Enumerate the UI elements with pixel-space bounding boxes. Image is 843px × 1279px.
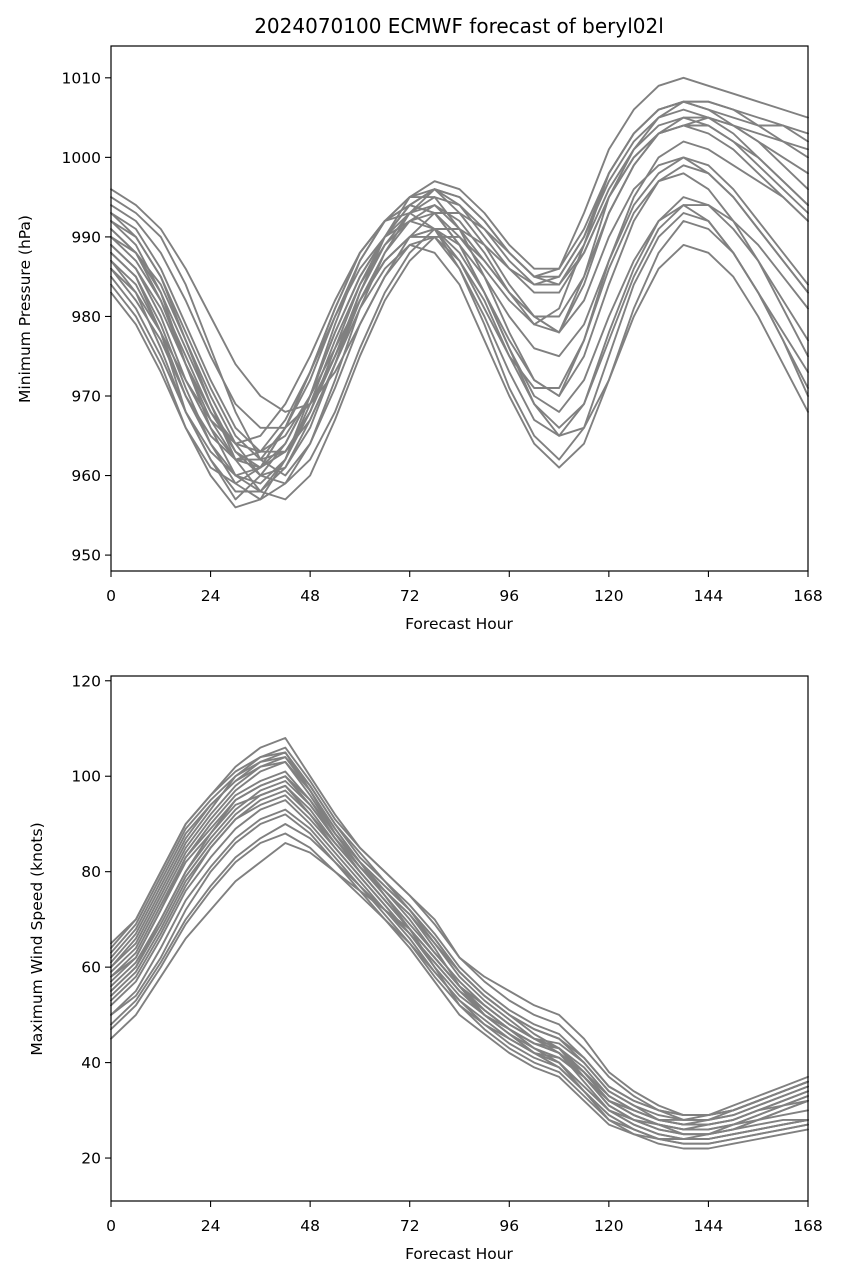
pressure-y-tick-label: 1000 xyxy=(62,149,101,167)
pressure-series-line xyxy=(110,164,809,429)
wind-y-tick-label: 40 xyxy=(81,1054,101,1072)
pressure-series-line xyxy=(110,156,809,453)
wind-x-ticks: 0 24 48 72 96 120 144 168 xyxy=(106,1201,823,1235)
pressure-y-ticks: 950 960 970 980 990 1000 1010 xyxy=(62,69,111,565)
wind-x-tick-label: 24 xyxy=(201,1217,221,1235)
wind-plot-frame xyxy=(110,675,809,1202)
pressure-y-tick-label: 980 xyxy=(71,308,101,326)
wind-series-line xyxy=(110,813,809,1140)
pressure-x-tick-label: 24 xyxy=(201,587,221,605)
wind-y-tick-label: 120 xyxy=(71,672,101,690)
wind-x-tick-label: 0 xyxy=(106,1217,116,1235)
wind-panel: 0 24 48 72 96 120 144 168 20 40 60 80 100 120 Foreca… xyxy=(28,672,823,1263)
wind-x-tick-label: 120 xyxy=(594,1217,624,1235)
wind-series-group xyxy=(110,737,809,1150)
wind-y-ticks: 20 40 60 80 100 120 xyxy=(71,672,111,1168)
pressure-series-line xyxy=(110,116,809,469)
pressure-y-tick-label: 950 xyxy=(71,547,101,565)
pressure-plot-frame xyxy=(110,45,809,572)
pressure-series-group xyxy=(110,76,809,509)
pressure-x-tick-label: 144 xyxy=(694,587,724,605)
pressure-y-tick-label: 970 xyxy=(71,388,101,406)
pressure-y-tick-label: 960 xyxy=(71,467,101,485)
wind-series-line xyxy=(110,832,809,1121)
pressure-series-line xyxy=(110,100,809,413)
pressure-x-tick-label: 0 xyxy=(106,587,116,605)
chart-title: 2024070100 ECMWF forecast of beryl02l xyxy=(254,14,664,38)
pressure-y-tick-label: 1010 xyxy=(62,69,101,87)
wind-y-axis-label: Maximum Wind Speed (knots) xyxy=(28,822,46,1055)
wind-y-tick-label: 60 xyxy=(81,959,101,977)
wind-x-tick-label: 144 xyxy=(694,1217,724,1235)
wind-x-tick-label: 168 xyxy=(793,1217,823,1235)
pressure-series-line xyxy=(110,220,809,493)
pressure-x-tick-label: 168 xyxy=(793,587,823,605)
pressure-x-tick-label: 120 xyxy=(594,587,624,605)
wind-x-tick-label: 72 xyxy=(400,1217,420,1235)
wind-x-axis-label: Forecast Hour xyxy=(405,1245,513,1263)
wind-series-line xyxy=(110,751,809,1117)
pressure-series-line xyxy=(110,108,809,485)
wind-series-line xyxy=(110,794,809,1126)
pressure-series-line xyxy=(110,116,809,453)
pressure-x-tick-label: 48 xyxy=(300,587,320,605)
pressure-series-line xyxy=(110,212,809,461)
pressure-panel: 2024070100 ECMWF forecast of beryl02l 0 2… xyxy=(16,14,823,633)
pressure-series-line xyxy=(110,172,809,461)
wind-y-tick-label: 100 xyxy=(71,768,101,786)
pressure-y-axis-label: Minimum Pressure (hPa) xyxy=(16,215,34,403)
wind-x-tick-label: 96 xyxy=(499,1217,519,1235)
pressure-y-tick-label: 990 xyxy=(71,228,101,246)
wind-y-tick-label: 20 xyxy=(81,1150,101,1168)
pressure-series-line xyxy=(110,124,809,501)
wind-series-line xyxy=(110,784,809,1136)
pressure-x-tick-label: 72 xyxy=(400,587,420,605)
pressure-x-tick-label: 96 xyxy=(499,587,519,605)
wind-series-line xyxy=(110,808,809,1140)
wind-y-tick-label: 80 xyxy=(81,863,101,881)
pressure-x-axis-label: Forecast Hour xyxy=(405,615,513,633)
pressure-x-ticks: 0 24 48 72 96 120 144 168 xyxy=(106,571,823,605)
wind-x-tick-label: 48 xyxy=(300,1217,320,1235)
